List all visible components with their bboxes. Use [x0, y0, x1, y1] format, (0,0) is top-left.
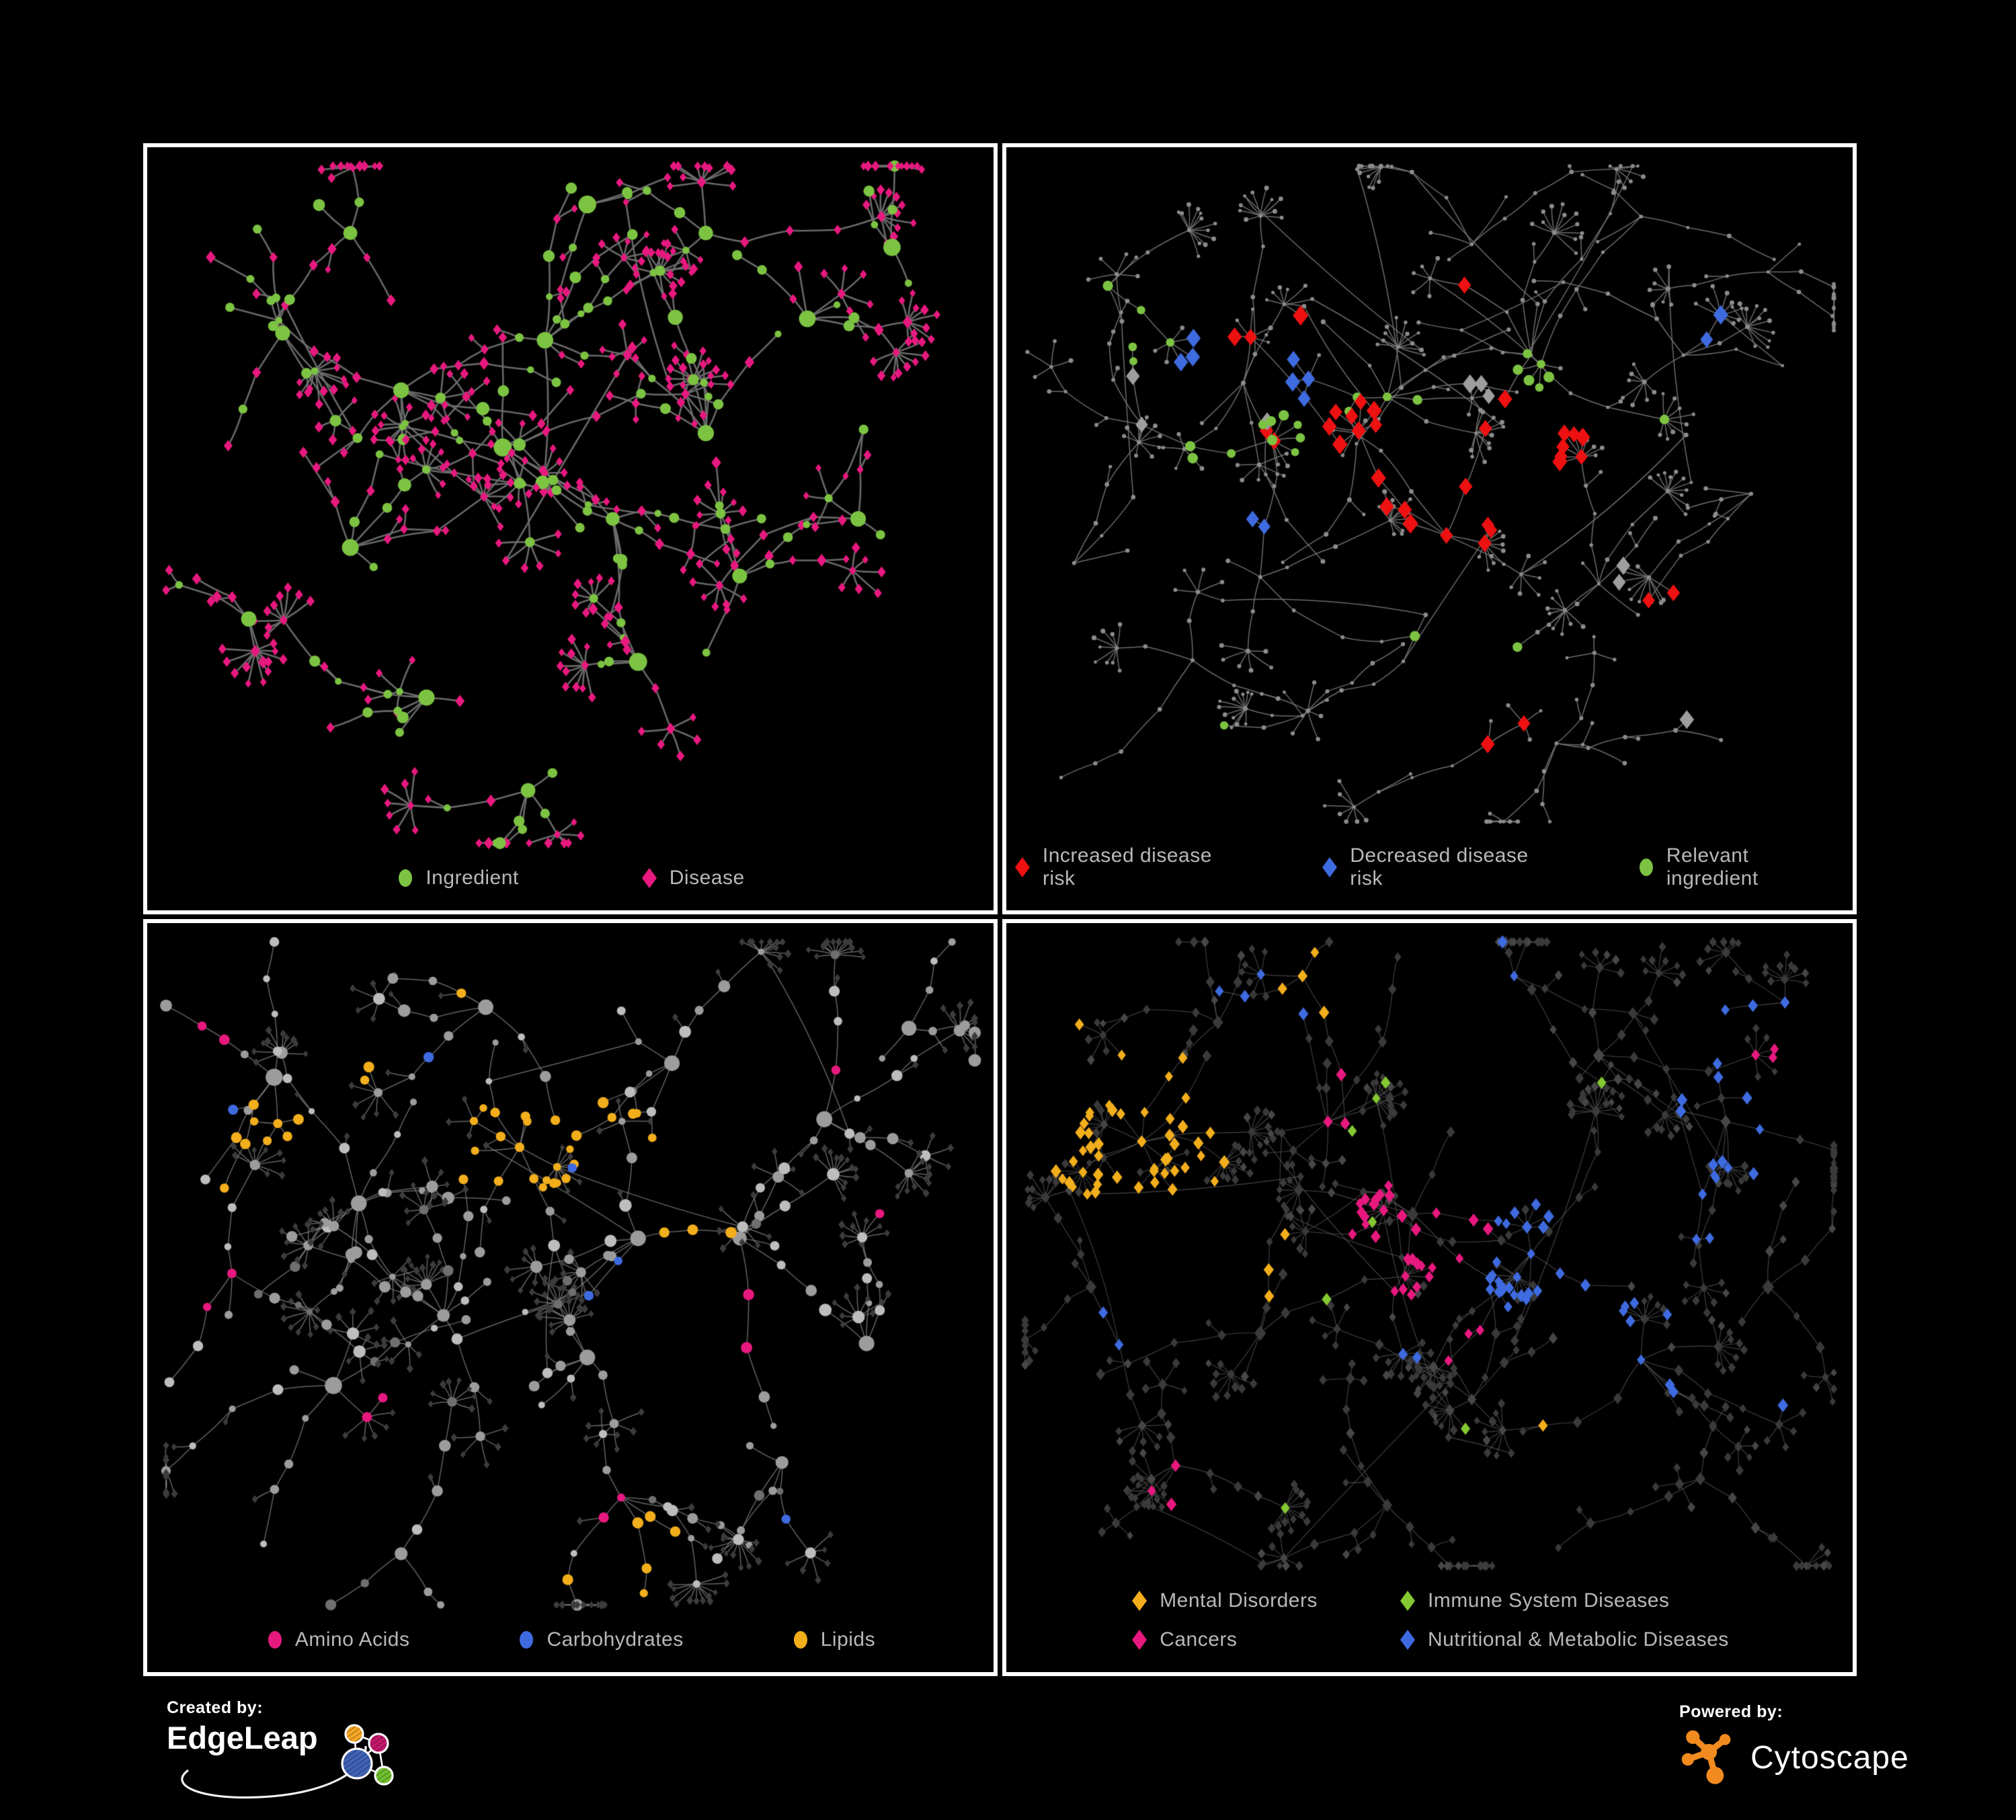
legend-label: Mental Disorders [1160, 1589, 1318, 1612]
panel-disease-risk: Increased disease risk Decreased disease … [1002, 143, 1857, 914]
legend-item-amino-acids: Amino Acids [266, 1628, 410, 1652]
legend-item-cancers: Cancers [1130, 1628, 1318, 1652]
ingredient-disease-legend: Ingredient Disease [147, 862, 994, 910]
legend-label: Carbohydrates [547, 1628, 684, 1651]
legend-label: Decreased disease risk [1350, 844, 1529, 889]
legend-label: Nutritional & Metabolic Diseases [1427, 1628, 1729, 1651]
cytoscape-wordmark: Cytoscape [1750, 1740, 1909, 1776]
disease-classes-legend: Mental Disorders Cancers Immune System Dis… [1006, 1585, 1853, 1672]
legend-item-relevant-ingredient: Relevant ingredient [1637, 844, 1846, 890]
panel-nutrient-classes: Amino Acids Carbohydrates Lipids [143, 919, 998, 1676]
nutrient-classes-network-canvas [147, 923, 994, 1624]
legend-item-immune-system-diseases: Immune System Diseases [1398, 1589, 1729, 1613]
created-by-label: Created by: [167, 1698, 264, 1717]
legend-label: Immune System Diseases [1427, 1589, 1670, 1612]
created-by-block: Created by: EdgeLeap [167, 1698, 401, 1799]
disease-risk-legend: Increased disease risk Decreased disease … [1006, 840, 1853, 910]
edgeleap-logo: EdgeLeap [167, 1720, 401, 1799]
legend-circle-icon [1639, 859, 1653, 876]
legend-item-ingredient: Ingredient [396, 866, 518, 890]
legend-label: Amino Acids [294, 1628, 410, 1651]
edgeleap-network-icon [341, 1724, 394, 1786]
panel-ingredient-disease: Ingredient Disease [143, 143, 998, 914]
legend-label: Lipids [820, 1628, 876, 1651]
cytoscape-logo: Cytoscape [1679, 1726, 1909, 1790]
legend-circle-icon [793, 1631, 807, 1649]
legend-item-carbohydrates: Carbohydrates [517, 1628, 683, 1652]
legend-item-disease: Disease [640, 866, 745, 890]
legend-diamond-icon [1322, 857, 1338, 877]
legend-label: Ingredient [426, 867, 519, 889]
legend-item-increased-disease-risk: Increased disease risk [1013, 844, 1250, 890]
legend-label: Cancers [1160, 1628, 1238, 1651]
legend-diamond-icon [1400, 1591, 1415, 1611]
powered-by-label: Powered by: [1679, 1702, 1783, 1721]
ingredient-disease-network-canvas [147, 147, 994, 862]
disease-classes-network-canvas [1006, 923, 1853, 1585]
cytoscape-network-icon [1681, 1730, 1731, 1784]
legend-circle-icon [520, 1631, 534, 1649]
legend-item-decreased-disease-risk: Decreased disease risk [1320, 844, 1566, 890]
legend-item-mental-disorders: Mental Disorders [1130, 1589, 1318, 1613]
legend-label: Increased disease risk [1042, 844, 1212, 889]
edgeleap-wordmark: EdgeLeap [167, 1720, 318, 1755]
disease-risk-network-canvas [1006, 147, 1853, 840]
legend-diamond-icon [1400, 1630, 1415, 1650]
legend-label: Relevant ingredient [1666, 844, 1759, 889]
legend-item-lipids: Lipids [791, 1628, 875, 1652]
legend-diamond-icon [1132, 1630, 1147, 1650]
nutrient-classes-legend: Amino Acids Carbohydrates Lipids [147, 1624, 994, 1672]
legend-circle-icon [399, 869, 413, 887]
legend-label: Disease [669, 867, 745, 889]
powered-by-block: Powered by: Cytoscape [1679, 1702, 1909, 1790]
legend-diamond-icon [1132, 1591, 1147, 1611]
legend-circle-icon [268, 1631, 282, 1649]
panel-disease-classes: Mental Disorders Cancers Immune System Dis… [1002, 919, 1857, 1676]
legend-diamond-icon [641, 868, 657, 888]
legend-diamond-icon [1014, 857, 1030, 877]
legend-item-nutritional-metabolic-diseases: Nutritional & Metabolic Diseases [1398, 1628, 1729, 1652]
